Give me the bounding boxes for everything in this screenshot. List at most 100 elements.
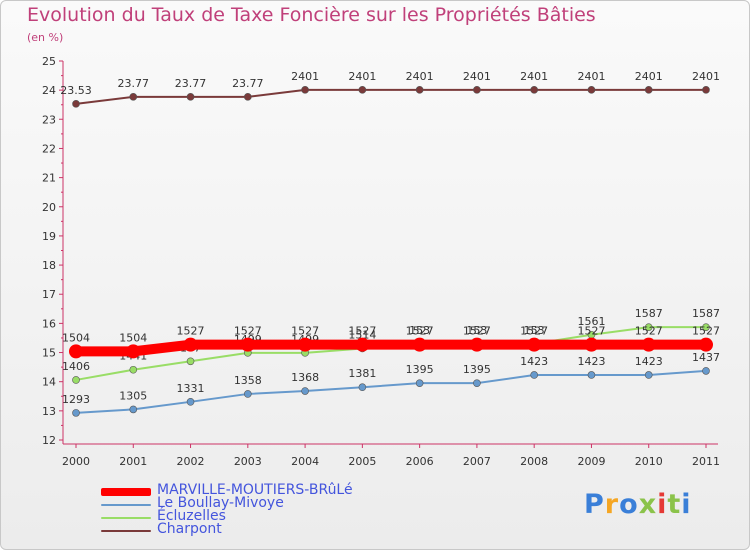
data-label: 153 (524, 324, 545, 337)
data-label: 23.77 (175, 77, 207, 90)
x-tick-label: 2003 (234, 455, 262, 468)
data-point (412, 337, 427, 352)
logo-letter: i (657, 489, 668, 520)
data-label: 1514 (348, 328, 376, 341)
logo-letter: r (604, 489, 620, 520)
series-line (75, 369, 707, 414)
data-label: 2401 (348, 70, 376, 83)
logo-letter: o (619, 489, 639, 520)
data-point (530, 371, 538, 379)
legend-swatch-boullay (101, 504, 151, 506)
data-label: 1423 (577, 355, 605, 368)
proxiti-logo: Proxiti (584, 489, 692, 520)
data-label: 153 (409, 324, 430, 337)
data-label: 1527 (406, 325, 434, 338)
data-label: 1527 (577, 325, 605, 338)
data-point (415, 379, 424, 387)
y-tick-label: 15 (42, 347, 56, 360)
data-label: 2401 (291, 70, 319, 83)
y-tick-label: 22 (42, 142, 56, 155)
legend-item-charpont: Charpont (101, 521, 401, 537)
series-line (75, 326, 707, 381)
data-label: 1331 (177, 382, 205, 395)
x-tick-label: 2006 (406, 455, 434, 468)
logo-letter: i (681, 489, 692, 520)
y-tick-label: 20 (42, 201, 56, 214)
data-label: 1504 (62, 331, 90, 344)
unit-label: (en %) (27, 31, 64, 44)
data-label: 1587 (692, 307, 720, 320)
legend-swatch-charpont (101, 530, 151, 532)
y-tick-label: 12 (42, 434, 56, 447)
x-tick-label: 2009 (577, 455, 605, 468)
data-label: 1406 (62, 360, 90, 373)
data-label: 1561 (577, 315, 605, 328)
data-label: 1395 (406, 363, 434, 376)
logo-letter: x (638, 489, 658, 520)
legend-label-boullay: Le Boullay-Mivoye (157, 495, 284, 511)
data-point (469, 337, 484, 352)
data-point (358, 383, 367, 392)
legend-item-boullay: Le Boullay-Mivoye (101, 495, 401, 511)
data-point (129, 405, 138, 414)
x-tick-label: 2000 (62, 455, 90, 468)
data-point (129, 365, 138, 374)
logo-letter: t (667, 489, 682, 520)
data-label: 2401 (520, 70, 548, 83)
data-label: 1423 (635, 355, 663, 368)
data-label: 1527 (291, 325, 319, 338)
y-tick-label: 18 (42, 259, 56, 272)
data-label: 1381 (348, 367, 376, 380)
y-tick-label: 19 (42, 230, 56, 243)
data-point (702, 86, 710, 94)
data-label: 1527 (348, 325, 376, 338)
data-point (186, 93, 195, 101)
x-tick-label: 2007 (463, 455, 491, 468)
data-label: 2401 (635, 70, 663, 83)
chart-title: Evolution du Taux de Taxe Foncière sur l… (27, 4, 596, 26)
legend: MARVILLE-MOUTIERS-BRûLé Le Boullay-Mivoy… (101, 482, 401, 537)
data-point (72, 376, 80, 384)
data-label: 23.53 (60, 84, 92, 97)
data-label: 153 (466, 324, 487, 337)
legend-label-marville: MARVILLE-MOUTIERS-BRûLé (157, 482, 353, 498)
legend-swatch-marville (101, 488, 151, 496)
data-point (415, 86, 424, 94)
series-line (75, 88, 707, 105)
data-label: 1504 (119, 331, 147, 344)
data-point (473, 86, 481, 94)
data-label: 23.77 (232, 77, 264, 90)
data-point (644, 323, 653, 331)
x-tick-label: 2005 (348, 455, 376, 468)
data-point (587, 371, 596, 379)
data-point (301, 86, 309, 94)
data-point (358, 86, 367, 94)
data-point (527, 337, 542, 352)
legend-label-charpont: Charpont (157, 521, 222, 537)
data-point (129, 93, 138, 101)
data-point (644, 371, 653, 379)
data-label: 1293 (62, 393, 90, 406)
data-point (473, 379, 481, 387)
data-point (244, 390, 252, 398)
data-label: 1437 (692, 351, 720, 364)
legend-item-marville: MARVILLE-MOUTIERS-BRûLé (101, 482, 401, 498)
data-label: 1527 (635, 325, 663, 338)
data-point (72, 100, 80, 108)
data-point (699, 337, 713, 352)
x-tick-label: 2001 (119, 455, 147, 468)
data-point (587, 86, 596, 94)
data-label: 1527 (463, 325, 491, 338)
data-point (244, 93, 252, 101)
data-point (702, 367, 710, 375)
data-label: 1305 (119, 389, 147, 402)
series-line (71, 339, 711, 357)
legend-swatch-ecluzelles (101, 517, 151, 519)
x-tick-label: 2002 (177, 455, 205, 468)
data-label: 1527 (692, 325, 720, 338)
y-tick-label: 21 (42, 172, 56, 185)
legend-item-ecluzelles: Écluzelles (101, 508, 401, 524)
data-label: 2401 (577, 70, 605, 83)
